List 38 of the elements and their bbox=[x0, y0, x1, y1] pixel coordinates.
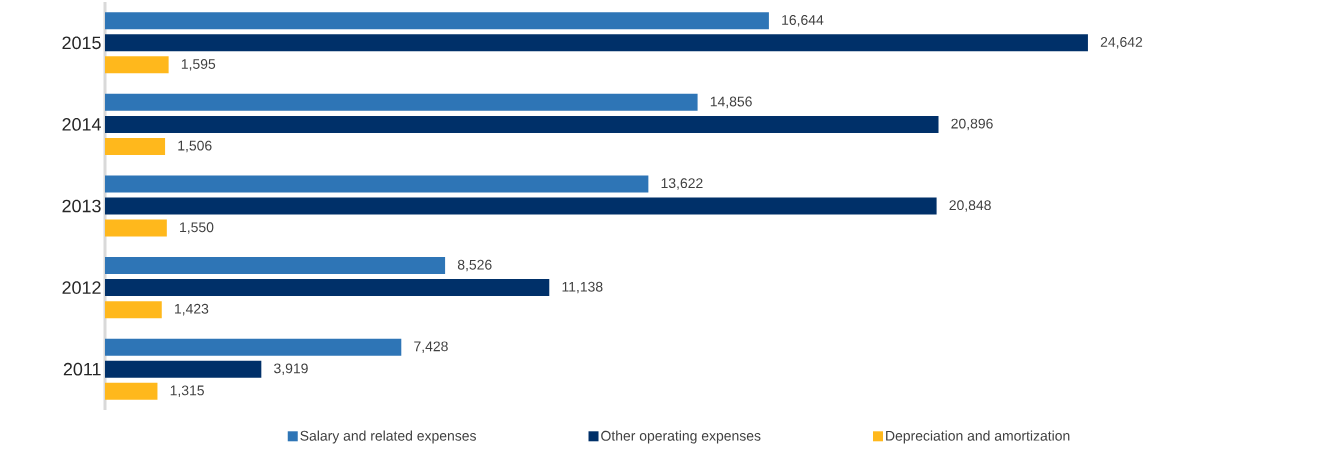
data-label: 7,428 bbox=[414, 341, 448, 353]
y-tick-label: 2013 bbox=[62, 199, 101, 213]
y-tick-label: 2015 bbox=[62, 36, 101, 50]
bar bbox=[105, 34, 1088, 52]
bar bbox=[105, 219, 167, 237]
data-label: 20,896 bbox=[951, 118, 993, 131]
bar bbox=[105, 12, 769, 30]
y-tick-label: 2012 bbox=[62, 281, 101, 294]
bar bbox=[105, 137, 166, 155]
data-label: 1,595 bbox=[181, 59, 216, 71]
bar bbox=[105, 93, 698, 111]
bar bbox=[105, 115, 939, 133]
y-tick-label: 2014 bbox=[62, 118, 101, 131]
bar bbox=[105, 56, 169, 74]
bar bbox=[105, 360, 262, 378]
data-label: 1,506 bbox=[178, 140, 212, 153]
data-label: 3,919 bbox=[274, 363, 308, 375]
bar bbox=[105, 175, 649, 193]
data-label: 16,644 bbox=[782, 15, 824, 27]
data-label: 1,550 bbox=[180, 222, 214, 234]
legend-label: Depreciation and amortization bbox=[886, 430, 1070, 444]
bar bbox=[105, 301, 162, 319]
legend-label: Salary and related expenses bbox=[300, 430, 476, 444]
bar bbox=[105, 257, 446, 275]
data-label: 20,848 bbox=[949, 200, 991, 212]
y-tick-label: 2011 bbox=[63, 362, 101, 376]
bar bbox=[105, 197, 937, 215]
bar bbox=[105, 382, 158, 400]
data-label: 24,642 bbox=[1100, 37, 1143, 49]
bar bbox=[105, 338, 402, 356]
data-label: 8,526 bbox=[457, 259, 492, 272]
data-label: 1,423 bbox=[175, 303, 209, 316]
bar bbox=[105, 279, 550, 297]
data-label: 11,138 bbox=[562, 281, 603, 294]
legend-label: Other operating expenses bbox=[601, 430, 761, 444]
data-label: 13,622 bbox=[661, 178, 703, 190]
data-label: 1,315 bbox=[170, 385, 204, 397]
data-label: 14,856 bbox=[710, 96, 752, 109]
